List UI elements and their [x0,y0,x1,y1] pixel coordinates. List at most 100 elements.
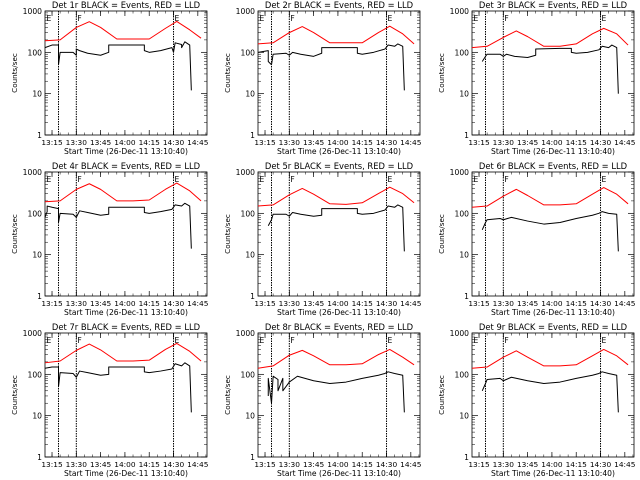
x-axis-label: Start Time (26-Dec-11 13:10:40) [277,147,401,156]
series-lld-line [44,182,202,203]
y-axis-label: Counts/sec [437,375,446,415]
x-tick-label: 14:45 [187,138,209,147]
series-events-line [481,371,619,413]
y-tick-label: 100 [28,370,43,379]
x-tick-label: 13:15 [254,138,276,147]
x-axis-label: Start Time (26-Dec-11 13:10:40) [64,308,188,317]
y-tick-label: 1 [250,131,255,140]
x-tick-label: 14:45 [614,460,636,469]
x-tick-label: 14:00 [114,299,136,308]
x-tick-label: 14:30 [376,299,398,308]
interval-marker: F [290,14,294,23]
chart-title: Det 4r BLACK = Events, RED = LLD [52,161,200,171]
x-tick-label: 14:15 [566,138,588,147]
chart-title: Det 3r BLACK = Events, RED = LLD [479,0,627,10]
x-tick-label: 14:30 [590,138,612,147]
y-axis-label: Counts/sec [437,214,446,254]
x-axis-label: Start Time (26-Dec-11 13:10:40) [64,469,188,478]
interval-marker: E [175,175,180,184]
x-tick-label: 14:00 [114,138,136,147]
interval-marker: E [260,14,265,23]
x-tick-label: 14:45 [614,299,636,308]
y-tick-label: 1000 [450,168,469,177]
series-events-line [481,44,619,94]
series-lld-line [257,186,415,207]
x-tick-label: 13:45 [90,460,112,469]
interval-marker: F [77,336,81,345]
x-axis-label: Start Time (26-Dec-11 13:10:40) [491,147,615,156]
x-tick-label: 13:30 [493,299,515,308]
interval-marker: E [388,175,393,184]
y-tick-label: 1 [464,131,469,140]
interval-marker: F [77,175,81,184]
x-tick-label: 14:30 [163,299,185,308]
chart-panel-3: Det 3r BLACK = Events, RED = LLD 1 10 100 10… [437,0,636,156]
x-tick-label: 13:45 [517,460,539,469]
y-tick-label: 1000 [23,7,42,16]
x-tick-label: 13:30 [279,460,301,469]
chart-title: Det 8r BLACK = Events, RED = LLD [265,322,413,332]
interval-marker: F [290,336,294,345]
x-tick-label: 14:00 [327,460,349,469]
chart-panel-2: Det 2r BLACK = Events, RED = LLD 1 10 100 10… [223,0,422,156]
x-tick-label: 13:15 [41,460,63,469]
chart-title: Det 1r BLACK = Events, RED = LLD [52,0,200,10]
interval-marker: E [175,14,180,23]
x-tick-label: 13:45 [517,138,539,147]
interval-marker: E [47,14,52,23]
x-tick-label: 14:00 [327,138,349,147]
y-axis-label: Counts/sec [10,214,19,254]
chart-title: Det 7r BLACK = Events, RED = LLD [52,322,200,332]
x-tick-label: 14:45 [400,299,422,308]
chart-panel-7: Det 7r BLACK = Events, RED = LLD 1 10 100 10… [10,322,209,478]
interval-marker: E [260,175,265,184]
x-tick-label: 14:15 [352,138,374,147]
interval-marker: E [47,175,52,184]
series-lld-line [44,20,202,42]
x-tick-label: 14:15 [566,299,588,308]
x-tick-label: 13:45 [90,299,112,308]
x-tick-label: 14:00 [541,138,563,147]
x-tick-label: 13:45 [303,299,325,308]
x-tick-label: 13:15 [468,299,490,308]
x-tick-label: 14:00 [541,460,563,469]
y-tick-label: 100 [455,209,470,218]
y-tick-label: 1000 [23,329,42,338]
x-tick-label: 14:30 [376,138,398,147]
x-tick-label: 13:15 [468,460,490,469]
x-tick-label: 14:30 [163,460,185,469]
y-tick-label: 100 [28,48,43,57]
y-tick-label: 1000 [236,329,255,338]
x-tick-label: 13:45 [517,299,539,308]
y-tick-label: 10 [459,251,469,260]
x-tick-label: 13:15 [254,299,276,308]
x-tick-label: 13:15 [468,138,490,147]
x-tick-label: 14:15 [139,299,161,308]
y-tick-label: 1 [464,292,469,301]
x-tick-label: 13:45 [303,138,325,147]
y-tick-label: 10 [245,412,255,421]
x-tick-label: 14:45 [187,460,209,469]
x-tick-label: 14:00 [327,299,349,308]
interval-marker: F [504,14,508,23]
x-tick-label: 14:30 [163,138,185,147]
x-tick-label: 14:45 [400,138,422,147]
chart-panel-8: Det 8r BLACK = Events, RED = LLD 1 10 100 10… [223,322,422,478]
interval-marker: E [388,336,393,345]
interval-marker: E [602,175,607,184]
chart-title: Det 2r BLACK = Events, RED = LLD [265,0,413,10]
y-tick-label: 1000 [450,329,469,338]
plot-frame [471,10,635,136]
x-tick-label: 14:30 [376,460,398,469]
x-tick-label: 14:45 [187,299,209,308]
x-axis-label: Start Time (26-Dec-11 13:10:40) [491,469,615,478]
y-tick-label: 1 [464,453,469,462]
x-tick-label: 13:30 [493,138,515,147]
x-tick-label: 13:45 [303,460,325,469]
interval-marker: E [602,336,607,345]
x-tick-label: 13:30 [493,460,515,469]
series-events-line [44,41,192,91]
series-events-line [257,43,405,91]
chart-panel-9: Det 9r BLACK = Events, RED = LLD 1 10 100 10… [437,322,636,478]
interval-marker: F [290,175,294,184]
